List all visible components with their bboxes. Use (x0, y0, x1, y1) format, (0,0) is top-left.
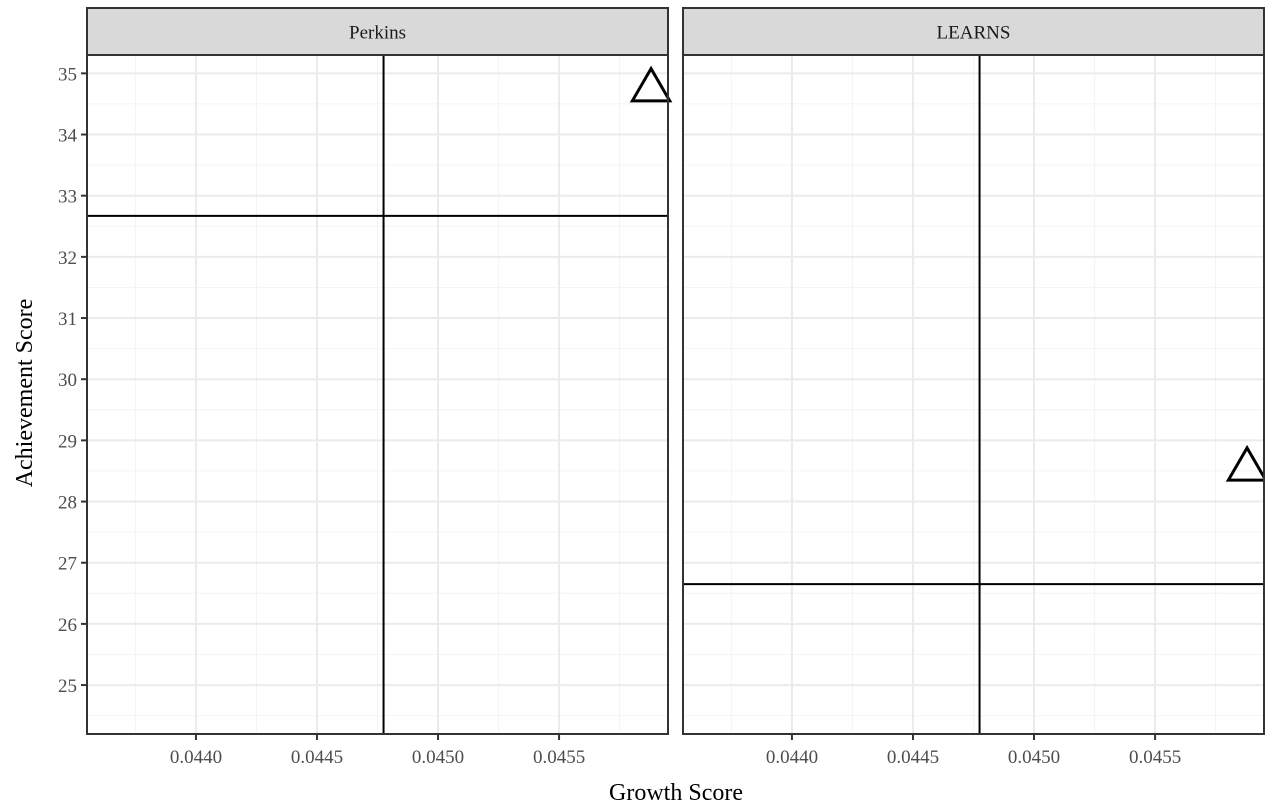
y-axis-title: Achievement Score (12, 299, 38, 488)
x-axis-title: Growth Score (609, 780, 743, 806)
facet-strip-label: LEARNS (937, 23, 1011, 44)
x-tick-label: 0.0440 (170, 747, 222, 768)
y-tick-label: 35 (58, 64, 77, 85)
y-tick-label: 31 (58, 309, 77, 330)
panel-border (682, 54, 1265, 735)
facet-panel-learns: LEARNS 0.0440 0.0445 0.0450 0.0455 (682, 7, 1265, 768)
y-tick-label: 28 (58, 493, 77, 514)
x-tick-label: 0.0450 (1008, 747, 1060, 768)
y-tick-label: 25 (58, 676, 77, 697)
y-tick-label: 27 (58, 554, 77, 575)
facet-strip (86, 7, 669, 56)
data-point-triangle (629, 65, 673, 103)
x-tick-label: 0.0440 (766, 747, 818, 768)
x-tick-label: 0.0455 (1129, 747, 1181, 768)
x-tick-label: 0.0450 (412, 747, 464, 768)
y-tick-label: 34 (58, 126, 78, 147)
y-tick-label: 26 (58, 615, 77, 636)
panel-border (86, 54, 669, 735)
chart-panels: Perkins 0.0440 0.0445 0.0450 0.0455 25 26 27 28 2… (58, 7, 1265, 768)
x-tick-label: 0.0455 (533, 747, 585, 768)
y-tick-label: 30 (58, 370, 77, 391)
y-tick-label: 33 (58, 187, 77, 208)
x-tick-label: 0.0445 (291, 747, 343, 768)
y-tick-label: 32 (58, 248, 77, 269)
data-point-triangle (1225, 444, 1265, 482)
y-tick-label: 29 (58, 431, 77, 452)
facet-panel-perkins: Perkins 0.0440 0.0445 0.0450 0.0455 25 26 27 28 2… (58, 7, 673, 768)
facet-strip (682, 7, 1265, 56)
x-tick-label: 0.0445 (887, 747, 939, 768)
facet-strip-label: Perkins (349, 23, 406, 44)
